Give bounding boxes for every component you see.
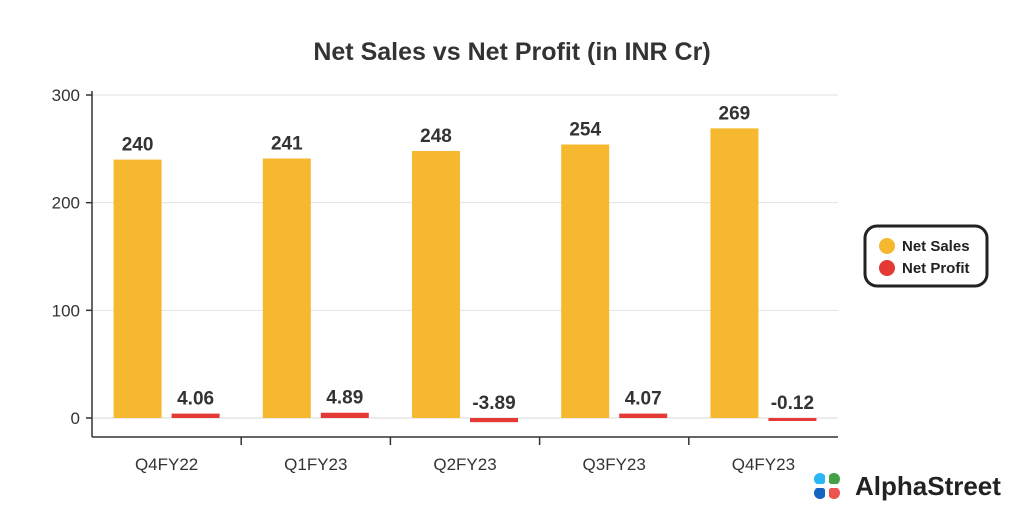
bar-net-sales — [113, 159, 162, 418]
x-tick-label: Q4FY22 — [135, 455, 198, 474]
bar-net-profit — [171, 413, 220, 418]
legend-marker — [879, 260, 895, 276]
brand-logo: AlphaStreet — [808, 470, 1001, 502]
bar-net-profit — [320, 412, 369, 418]
brand-name: AlphaStreet — [855, 471, 1001, 501]
bar-net-sales — [412, 150, 460, 418]
x-tick-label: Q4FY23 — [732, 455, 795, 474]
y-tick-label: 100 — [52, 301, 80, 320]
logo-dot — [828, 487, 840, 499]
x-tick-label: Q1FY23 — [284, 455, 347, 474]
data-label: 240 — [122, 135, 154, 156]
axes: 0 100 200 300 Q4FY22 Q1FY23 Q2FY23 Q3FY23 Q4FY23 — [52, 86, 838, 474]
data-label: 4.89 — [326, 388, 363, 409]
data-label: 4.07 — [625, 389, 662, 410]
legend-label: Net Profit — [902, 260, 970, 277]
data-label: -0.12 — [771, 393, 814, 414]
y-tick-label: 300 — [52, 86, 80, 105]
bar-net-sales — [561, 144, 610, 418]
legend-label: Net Sales — [902, 238, 970, 255]
legend-box — [863, 224, 989, 288]
y-tick-label: 0 — [71, 409, 80, 428]
data-label: 254 — [569, 120, 601, 141]
legend: Net Sales Net Profit — [863, 224, 989, 288]
x-tick-label: Q2FY23 — [433, 455, 496, 474]
data-labels: 240 4.06 241 4.89 248 -3.89 254 4.07 269 -0.12 — [122, 103, 814, 414]
y-tick-label: 200 — [52, 194, 80, 213]
x-tick-label: Q3FY23 — [583, 455, 646, 474]
legend-marker — [879, 238, 895, 254]
data-label: 241 — [271, 134, 303, 155]
logo-dot — [814, 473, 826, 485]
logo-dot — [828, 473, 840, 485]
data-label: -3.89 — [472, 393, 515, 414]
bar-net-profit — [768, 418, 817, 421]
bar-net-profit — [619, 413, 668, 418]
data-label: 269 — [719, 103, 751, 124]
bar-net-sales — [262, 158, 311, 419]
chart-title: Net Sales vs Net Profit (in INR Cr) — [313, 38, 710, 66]
bars — [113, 128, 817, 423]
logo-dot — [814, 487, 826, 499]
bar-net-sales — [710, 128, 759, 419]
data-label: 4.06 — [177, 389, 214, 410]
logo-gap — [825, 470, 829, 502]
data-label: 248 — [420, 126, 452, 147]
bar-net-profit — [470, 418, 518, 423]
